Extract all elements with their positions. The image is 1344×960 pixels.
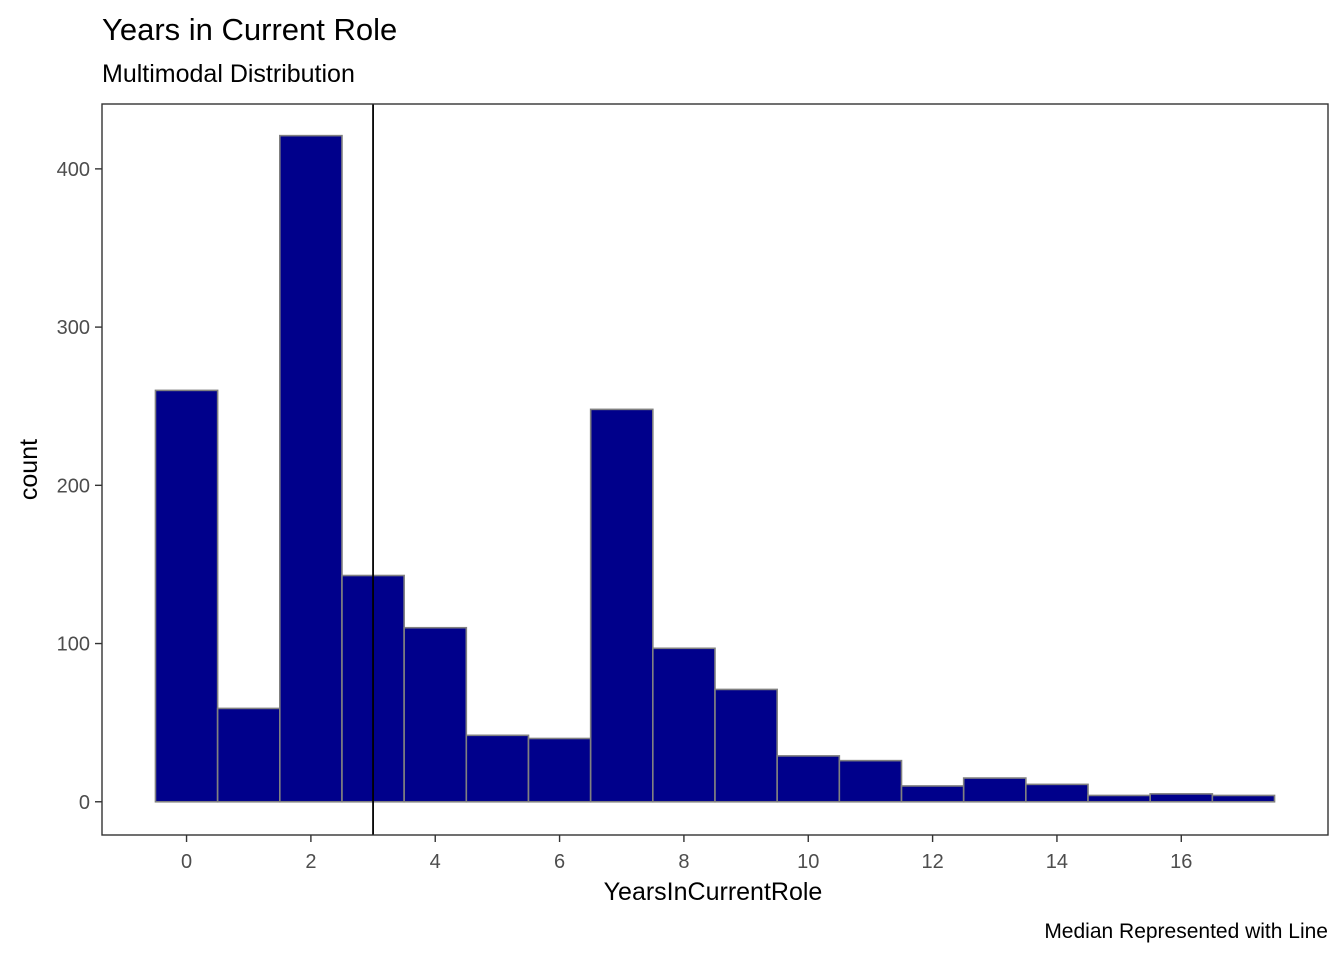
y-tick-label: 400 — [57, 159, 90, 181]
histogram-bar — [776, 755, 841, 803]
histogram-bar — [1211, 794, 1276, 803]
y-tick-label: 0 — [79, 792, 90, 814]
histogram-bar — [652, 647, 716, 803]
x-axis: 0 2 4 6 8 10 12 14 16 — [181, 835, 1192, 873]
y-axis-title: count — [15, 439, 43, 500]
x-tick-label: 6 — [554, 851, 565, 873]
x-tick-label: 2 — [305, 851, 316, 873]
histogram-bar — [962, 777, 1027, 803]
histogram-bar — [1087, 794, 1151, 803]
histogram-bar — [154, 389, 219, 803]
x-tick-label: 0 — [181, 851, 192, 873]
histogram-bar — [403, 626, 468, 803]
histogram-bar — [900, 785, 965, 803]
y-tick-label: 100 — [57, 634, 90, 656]
x-tick-label: 12 — [921, 851, 943, 873]
histogram-bar — [589, 408, 654, 803]
x-tick-label: 16 — [1170, 851, 1192, 873]
histogram-bar — [465, 734, 530, 803]
y-tick-label: 200 — [57, 475, 90, 497]
histogram-bar — [527, 737, 592, 803]
histogram-bar — [1149, 793, 1214, 803]
histogram-bar — [1025, 783, 1089, 803]
x-tick-label: 8 — [678, 851, 689, 873]
histogram-bar — [838, 759, 903, 803]
panel-border — [101, 103, 1329, 836]
x-tick-label: 14 — [1046, 851, 1068, 873]
chart-caption: Median Represented with Line — [1044, 920, 1328, 943]
x-axis-title: YearsInCurrentRole — [604, 878, 823, 906]
chart-subtitle: Multimodal Distribution — [102, 60, 355, 88]
histogram-bar — [714, 688, 778, 803]
x-tick-label: 4 — [430, 851, 441, 873]
histogram-bar — [216, 707, 281, 803]
chart-title: Years in Current Role — [102, 12, 398, 47]
y-axis: 0 100 200 300 400 — [57, 159, 102, 814]
histogram-bar — [279, 134, 343, 803]
bars-layer — [154, 134, 1276, 803]
y-tick-label: 300 — [57, 317, 90, 339]
x-tick-label: 10 — [797, 851, 819, 873]
